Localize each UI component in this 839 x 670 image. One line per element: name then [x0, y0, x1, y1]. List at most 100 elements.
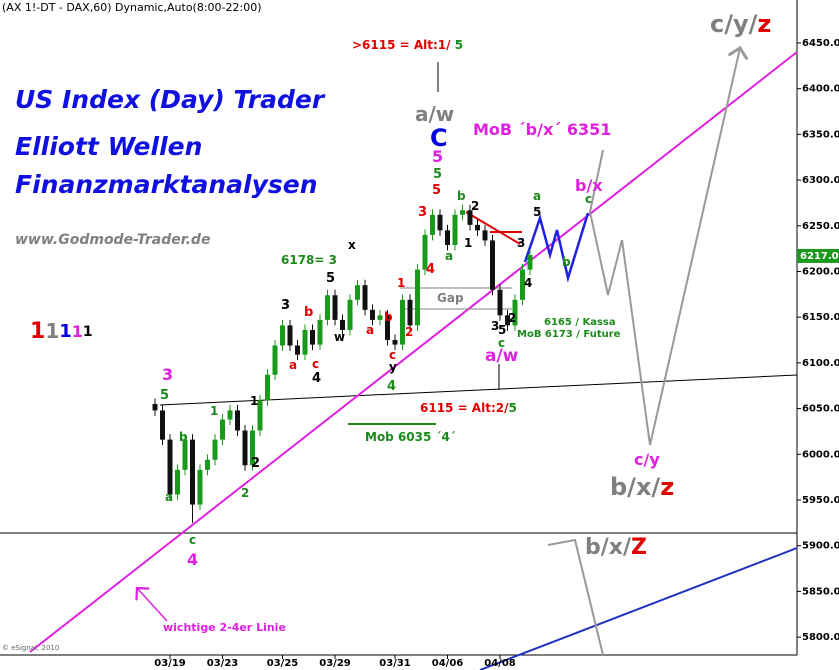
wave-label: w: [334, 330, 345, 344]
count-part: 1: [45, 319, 59, 343]
wave-label: 3: [281, 298, 290, 313]
y-tick-label: 6250.00: [802, 221, 839, 232]
wave-label: 5: [533, 205, 541, 219]
wave-label-part: 1: [210, 404, 218, 418]
candle-body: [370, 309, 375, 320]
candle-body: [250, 430, 255, 466]
wave-label-part: 4: [312, 371, 321, 386]
wave-label: 1: [464, 236, 472, 250]
candle-body: [205, 459, 210, 470]
wave-label-part: 4: [426, 262, 435, 277]
y-tick-label: 6400.00: [802, 84, 839, 95]
wave-label-part: 1: [464, 236, 472, 250]
wave-label: 2: [471, 199, 479, 213]
wave-label: 2: [251, 456, 260, 471]
candle-body: [182, 439, 188, 470]
candle-body: [160, 410, 165, 440]
wave-label-part: 6178= 3: [281, 253, 337, 267]
wave-label: 6178= 3: [281, 253, 337, 267]
y-tick-label: 5950.00: [802, 495, 839, 506]
x-tick-label: 03/19: [154, 658, 186, 669]
wave-label-part: 3: [162, 365, 173, 384]
wave-label: c/y: [634, 450, 660, 469]
wave-label-part: Z: [631, 535, 647, 560]
wave-label: c: [389, 348, 396, 362]
x-tick-label: 03/25: [267, 658, 299, 669]
candle-body: [272, 345, 278, 375]
wave-label: 1: [397, 276, 405, 290]
wave-label-part: c: [498, 336, 505, 350]
wave-label-part: b/x: [575, 176, 603, 195]
wave-label: wichtige 2-4er Linie: [163, 621, 286, 634]
triangle-line: [465, 211, 521, 245]
candle-body: [415, 269, 420, 326]
wave-label: 4: [187, 550, 198, 569]
wave-label-part: z: [660, 473, 674, 501]
website: www.Godmode-Trader.de: [15, 232, 210, 248]
wave-label-part: b: [384, 310, 393, 324]
y-tick-label: 5850.00: [802, 586, 839, 597]
candle-body: [235, 410, 240, 431]
candle-body: [512, 299, 518, 326]
candle-body: [197, 469, 203, 505]
candle-body: [475, 224, 480, 231]
wave-label: 6165 / Kassa: [544, 317, 616, 328]
wave-label-part: c: [189, 533, 196, 547]
candle-body: [385, 315, 390, 341]
wave-label: 5: [432, 147, 443, 166]
candle-body: [302, 329, 308, 355]
wave-label-part: 6165 / Kassa: [544, 317, 616, 328]
wave-label: x: [348, 238, 356, 252]
wave-label: 4: [312, 371, 321, 386]
wave-label-part: 5: [455, 38, 463, 52]
wave-label-part: b/x/: [585, 535, 632, 560]
candle-body: [362, 285, 368, 310]
wave-label: b/x: [575, 176, 603, 195]
candle-body: [242, 430, 248, 466]
candle-body: [355, 285, 360, 300]
wave-label-part: 1: [250, 394, 258, 408]
y-tick-label: 6450.00: [802, 38, 839, 49]
y-tick-label: 6350.00: [802, 129, 839, 140]
wave-label: 2: [405, 325, 413, 339]
wave-label: 4: [387, 379, 396, 394]
wave-label-part: Gap: [437, 291, 464, 305]
candle-body: [392, 340, 398, 345]
wave-label: 6115 = Alt:2/5: [420, 401, 517, 415]
candles: [152, 204, 533, 523]
wave-label-part: 3: [418, 205, 427, 220]
wave-label-part: y: [389, 360, 397, 374]
wave-label-part: 2: [508, 311, 516, 325]
wave-label: c: [189, 533, 196, 547]
wave-label: c: [498, 336, 505, 350]
count-part: 1: [59, 321, 72, 342]
arrow: [137, 588, 168, 622]
wave-label-part: w: [334, 330, 345, 344]
candle-body: [407, 299, 413, 326]
wave-label: b: [562, 255, 571, 269]
y-tick-label: 6000.00: [802, 449, 839, 460]
wave-label: C: [430, 124, 448, 152]
wave-label-part: b: [457, 189, 466, 203]
wave-label: b: [179, 430, 188, 444]
title: Elliott Wellen: [15, 132, 202, 161]
wave-label: 5: [433, 167, 442, 182]
wave-label-part: 2: [241, 486, 249, 500]
candle-body: [295, 345, 300, 355]
wave-label: 1: [210, 404, 218, 418]
count-part: 1: [72, 322, 83, 341]
wave-label-part: a: [533, 189, 541, 203]
wave-label: 5: [432, 183, 441, 198]
wave-label-part: z: [757, 10, 771, 38]
wave-label: 2: [241, 486, 249, 500]
wave-label-part: 5: [432, 183, 441, 198]
candle-body: [220, 419, 225, 440]
header: (AX 1!-DT - DAX,60) Dynamic,Auto(8:00-22…: [2, 1, 262, 14]
wave-label: >6115 = Alt:1/ 5: [352, 38, 463, 52]
candle-body: [325, 295, 330, 320]
wave-label: b/x/z: [610, 473, 674, 501]
wave-label-part: C: [430, 124, 448, 152]
wave-label-part: 6115 = Alt:2/: [420, 401, 509, 415]
wave-label-part: Mob 6035 ´4´: [365, 430, 456, 444]
wave-label: b: [304, 305, 313, 320]
